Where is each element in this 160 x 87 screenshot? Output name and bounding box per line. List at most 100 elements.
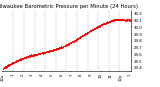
Point bbox=[107, 21, 109, 23]
Point bbox=[105, 21, 108, 22]
Point bbox=[70, 42, 72, 43]
Point bbox=[83, 34, 86, 35]
Point bbox=[10, 62, 13, 64]
Point bbox=[63, 45, 66, 46]
Point bbox=[76, 37, 79, 39]
Point bbox=[101, 24, 103, 25]
Point bbox=[35, 53, 37, 54]
Point bbox=[4, 67, 7, 68]
Point bbox=[88, 30, 91, 32]
Point bbox=[128, 19, 131, 21]
Point bbox=[33, 54, 35, 55]
Point bbox=[46, 52, 48, 53]
Point bbox=[21, 58, 23, 59]
Point bbox=[9, 63, 12, 64]
Point bbox=[56, 48, 58, 49]
Point bbox=[13, 61, 16, 62]
Point bbox=[19, 58, 22, 60]
Point bbox=[71, 41, 73, 43]
Point bbox=[70, 42, 72, 43]
Point bbox=[84, 33, 87, 35]
Point bbox=[96, 26, 98, 27]
Point bbox=[116, 20, 119, 21]
Point bbox=[65, 45, 68, 46]
Point bbox=[124, 20, 127, 21]
Point bbox=[76, 38, 78, 39]
Point bbox=[126, 20, 128, 21]
Point bbox=[99, 24, 101, 25]
Point bbox=[69, 42, 72, 43]
Point bbox=[92, 29, 94, 30]
Point bbox=[86, 32, 88, 34]
Point bbox=[70, 42, 72, 43]
Point bbox=[72, 40, 75, 42]
Point bbox=[19, 58, 22, 60]
Point bbox=[52, 49, 54, 50]
Point bbox=[65, 44, 67, 46]
Point bbox=[46, 51, 49, 52]
Point bbox=[81, 34, 84, 35]
Point bbox=[76, 38, 78, 40]
Point bbox=[9, 63, 11, 65]
Point bbox=[18, 60, 21, 61]
Point bbox=[17, 60, 20, 61]
Point bbox=[21, 58, 23, 59]
Point bbox=[45, 51, 47, 53]
Point bbox=[94, 27, 97, 29]
Point bbox=[39, 53, 42, 54]
Point bbox=[124, 20, 126, 21]
Point bbox=[67, 43, 69, 44]
Point bbox=[7, 65, 9, 67]
Point bbox=[109, 21, 112, 22]
Point bbox=[55, 48, 58, 49]
Point bbox=[70, 41, 73, 43]
Point bbox=[13, 62, 16, 63]
Point bbox=[35, 53, 37, 54]
Point bbox=[13, 61, 15, 63]
Point bbox=[69, 42, 71, 43]
Point bbox=[33, 55, 35, 56]
Point bbox=[45, 51, 48, 52]
Point bbox=[15, 60, 18, 62]
Point bbox=[115, 19, 117, 20]
Point bbox=[28, 55, 31, 57]
Point bbox=[8, 64, 11, 65]
Point bbox=[45, 52, 48, 53]
Point bbox=[115, 19, 118, 20]
Point bbox=[98, 25, 101, 26]
Point bbox=[76, 39, 79, 40]
Point bbox=[9, 63, 11, 65]
Point bbox=[117, 19, 120, 20]
Point bbox=[114, 19, 117, 20]
Point bbox=[44, 51, 46, 53]
Point bbox=[92, 28, 95, 29]
Point bbox=[28, 55, 31, 56]
Point bbox=[3, 67, 5, 69]
Point bbox=[100, 25, 103, 26]
Point bbox=[54, 49, 57, 50]
Point bbox=[106, 21, 108, 23]
Point bbox=[80, 36, 83, 37]
Point bbox=[79, 36, 82, 38]
Point bbox=[9, 63, 12, 64]
Point bbox=[85, 32, 88, 34]
Point bbox=[77, 37, 80, 39]
Point bbox=[45, 51, 48, 52]
Point bbox=[59, 46, 62, 47]
Point bbox=[100, 24, 103, 25]
Point bbox=[32, 54, 35, 56]
Point bbox=[93, 28, 96, 29]
Point bbox=[39, 52, 41, 54]
Point bbox=[115, 19, 118, 20]
Point bbox=[40, 52, 43, 53]
Point bbox=[73, 40, 76, 41]
Point bbox=[52, 49, 54, 50]
Point bbox=[52, 49, 55, 50]
Point bbox=[57, 47, 60, 48]
Point bbox=[124, 19, 126, 21]
Point bbox=[25, 56, 28, 57]
Point bbox=[114, 19, 116, 20]
Point bbox=[17, 59, 20, 60]
Point bbox=[57, 48, 59, 49]
Point bbox=[64, 45, 66, 46]
